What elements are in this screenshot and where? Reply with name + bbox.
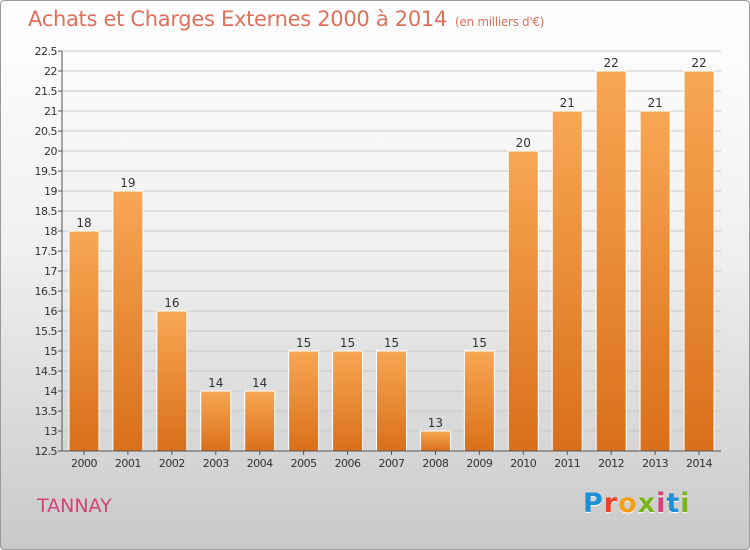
x-tick-label-2006: 2006 [335,457,361,470]
x-tick-label-2008: 2008 [422,457,448,470]
data-label-2002: 16 [164,296,179,310]
commune-name: TANNAY [37,495,112,517]
y-tick-label: 20 [44,145,57,158]
x-tick-label-2011: 2011 [554,457,580,470]
bar-2000 [68,230,100,452]
logo-letter: P [583,488,604,519]
bar-2003 [200,390,232,452]
data-label-2004: 14 [252,376,267,390]
data-label-2011: 21 [560,96,575,110]
x-tick-label-2003: 2003 [203,457,229,470]
bar-2010 [507,150,539,452]
logo-letter: r [603,488,619,519]
logo-letter: t [666,488,681,519]
y-tick-label: 15 [44,345,57,358]
y-tick-label: 18.5 [35,205,58,218]
data-label-2009: 15 [472,336,487,350]
y-tick-label: 19 [44,185,57,198]
x-tick-label-2010: 2010 [510,457,536,470]
data-label-2006: 15 [340,336,355,350]
bar-2007 [376,350,407,452]
y-tick-label: 12.5 [35,445,58,458]
y-tick-label: 16 [44,305,57,318]
data-label-2010: 20 [516,136,531,150]
x-tick-label-2002: 2002 [159,457,185,470]
y-tick-label: 19.5 [35,165,58,178]
data-label-2003: 14 [208,376,223,390]
bar-2011 [551,110,583,452]
x-tick-label-2014: 2014 [686,457,712,470]
y-tick-label: 15.5 [35,325,58,338]
y-tick-label: 20.5 [35,125,58,138]
x-tick-label-2012: 2012 [598,457,624,470]
logo-letter: i [680,488,691,519]
chart-title: Achats et Charges Externes 2000 à 2014 (e… [28,7,544,31]
y-tick-label: 13.5 [35,405,58,418]
bar-2001 [112,190,144,452]
x-tick-label-2009: 2009 [466,457,492,470]
y-tick-label: 17.5 [35,245,58,258]
data-label-2013: 21 [647,96,662,110]
bar-2006 [332,350,364,452]
y-tick-label: 22.5 [35,45,58,58]
axes [58,50,721,455]
bar-2008 [419,430,451,452]
y-tick-label: 14.5 [35,365,58,378]
data-label-2005: 15 [296,336,311,350]
y-tick-label: 21.5 [35,85,58,98]
y-tick-label: 17 [44,265,57,278]
data-label-2008: 13 [428,416,443,430]
y-tick-label: 22 [44,65,57,78]
chart-subtitle: (en milliers d'€) [455,15,545,29]
labels: 12.5 13 13.5 14 14.5 15 15.5 16 16.5 17 17.5 18 18.5… [35,45,714,470]
bar-2002 [156,310,188,452]
y-tick-label: 18 [44,225,57,238]
y-tick-label: 21 [44,105,57,118]
y-tick-label: 13 [44,425,57,438]
data-label-2001: 19 [120,176,135,190]
bars [68,70,715,452]
bar-2004 [244,390,276,452]
logo-letter: x [637,488,657,519]
bar-2013 [639,110,671,452]
chart-title-text: Achats et Charges Externes 2000 à 2014 [28,7,448,31]
data-label-2007: 15 [384,336,399,350]
bar-2005 [288,350,320,452]
y-tick-label: 14 [44,385,57,398]
proxiti-logo[interactable]: Proxiti [583,488,691,519]
bar-2012 [595,70,627,452]
x-tick-label-2007: 2007 [379,457,405,470]
data-label-2014: 22 [691,56,706,70]
bar-2009 [463,350,495,452]
x-tick-label-2001: 2001 [115,457,141,470]
bar-2014 [683,70,715,452]
x-tick-label-2013: 2013 [642,457,668,470]
data-label-2000: 18 [76,216,91,230]
data-label-2012: 22 [604,56,619,70]
x-tick-label-2005: 2005 [291,457,317,470]
logo-letter: o [618,488,638,519]
x-tick-label-2000: 2000 [71,457,97,470]
y-tick-label: 16.5 [35,285,58,298]
x-tick-label-2004: 2004 [247,457,273,470]
logo-letter: i [656,488,667,519]
